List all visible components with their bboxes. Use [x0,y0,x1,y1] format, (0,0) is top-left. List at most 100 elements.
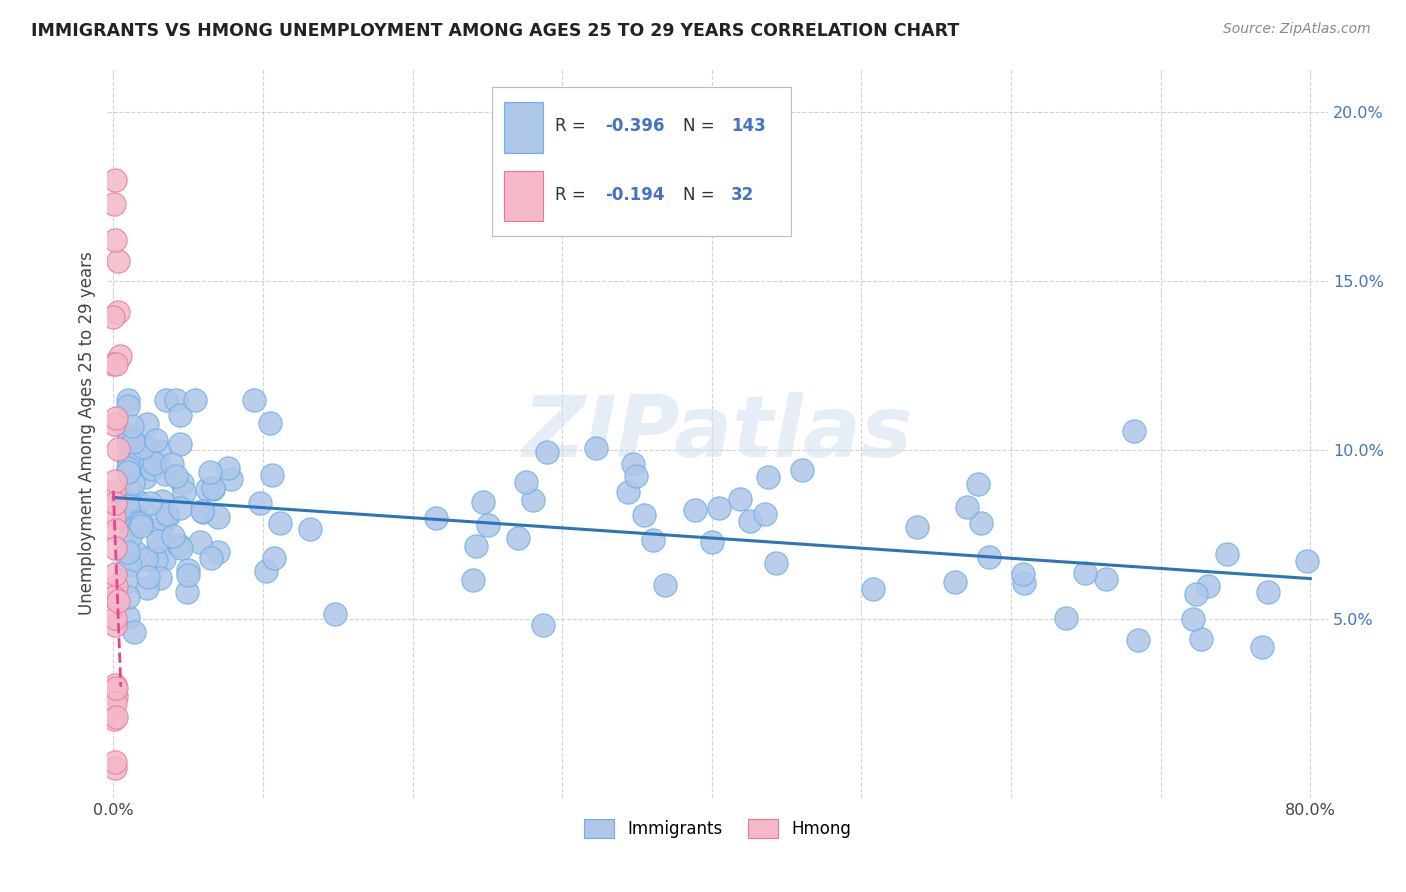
Point [624,469,647,483]
Point [979,549,1001,564]
Point [145,433,167,447]
Point [129,519,152,533]
Point [118,433,141,447]
Point [536,445,558,459]
Point [104,681,127,695]
Point [740,515,762,529]
Point [121,419,143,434]
Point [1012,576,1035,591]
Point [221,472,243,486]
Point [463,573,485,587]
Point [118,558,141,573]
Point [117,555,139,569]
Point [117,392,139,407]
Point [104,357,127,371]
Point [117,500,139,514]
Point [249,496,271,510]
Point [170,541,193,555]
Point [103,197,125,211]
Point [177,568,200,582]
Point [117,545,139,559]
Point [104,495,127,509]
Point [138,441,160,455]
Point [122,624,145,639]
Point [1011,567,1033,582]
Point [269,516,291,531]
Point [117,452,139,467]
Point [145,553,167,567]
Point [136,417,159,432]
Point [117,481,139,495]
Point [117,399,139,413]
Point [150,521,173,535]
Point [103,417,125,432]
Point [190,535,212,549]
Point [103,697,125,711]
Point [1126,632,1149,647]
Point [1257,585,1279,599]
Point [136,570,159,584]
Point [134,458,156,473]
Point [190,504,212,518]
Point [299,522,322,536]
Point [104,689,127,703]
Point [124,521,146,535]
Point [207,545,229,559]
Point [117,461,139,475]
Point [117,494,139,508]
Point [103,310,125,324]
Point [153,467,176,481]
Point [1216,547,1239,561]
Point [124,443,146,458]
Point [700,534,723,549]
Point [107,442,129,456]
Point [169,500,191,515]
Point [754,507,776,521]
Text: IMMIGRANTS VS HMONG UNEMPLOYMENT AMONG AGES 25 TO 29 YEARS CORRELATION CHART: IMMIGRANTS VS HMONG UNEMPLOYMENT AMONG A… [31,22,959,40]
Point [149,511,172,525]
Point [955,500,977,514]
Text: Source: ZipAtlas.com: Source: ZipAtlas.com [1223,22,1371,37]
Point [169,437,191,451]
Point [254,564,277,578]
Point [110,349,132,363]
Point [323,607,346,621]
Point [617,485,640,500]
Point [730,492,752,507]
Point [862,582,884,597]
Point [117,434,139,449]
Point [966,477,988,491]
Point [201,481,224,495]
Point [508,531,530,545]
Point [105,579,128,593]
Point [790,463,813,477]
Text: ZIPatlas: ZIPatlas [523,392,912,475]
Point [150,494,173,508]
Point [184,392,207,407]
Point [515,475,537,490]
Point [105,523,128,537]
Point [117,610,139,624]
Point [756,470,779,484]
Point [165,468,187,483]
Point [262,467,284,482]
Point [132,440,155,454]
Point [104,710,127,724]
Point [157,508,180,523]
Point [1095,572,1118,586]
Point [217,461,239,475]
Point [121,435,143,450]
Point [198,466,221,480]
Point [148,444,170,458]
Point [152,552,174,566]
Point [141,462,163,476]
Point [142,456,165,470]
Point [943,575,966,590]
Point [117,590,139,604]
Point [202,483,225,497]
Point [117,465,139,479]
Point [1054,611,1077,625]
Point [146,534,169,549]
Point [765,556,787,570]
Point [1073,566,1095,580]
